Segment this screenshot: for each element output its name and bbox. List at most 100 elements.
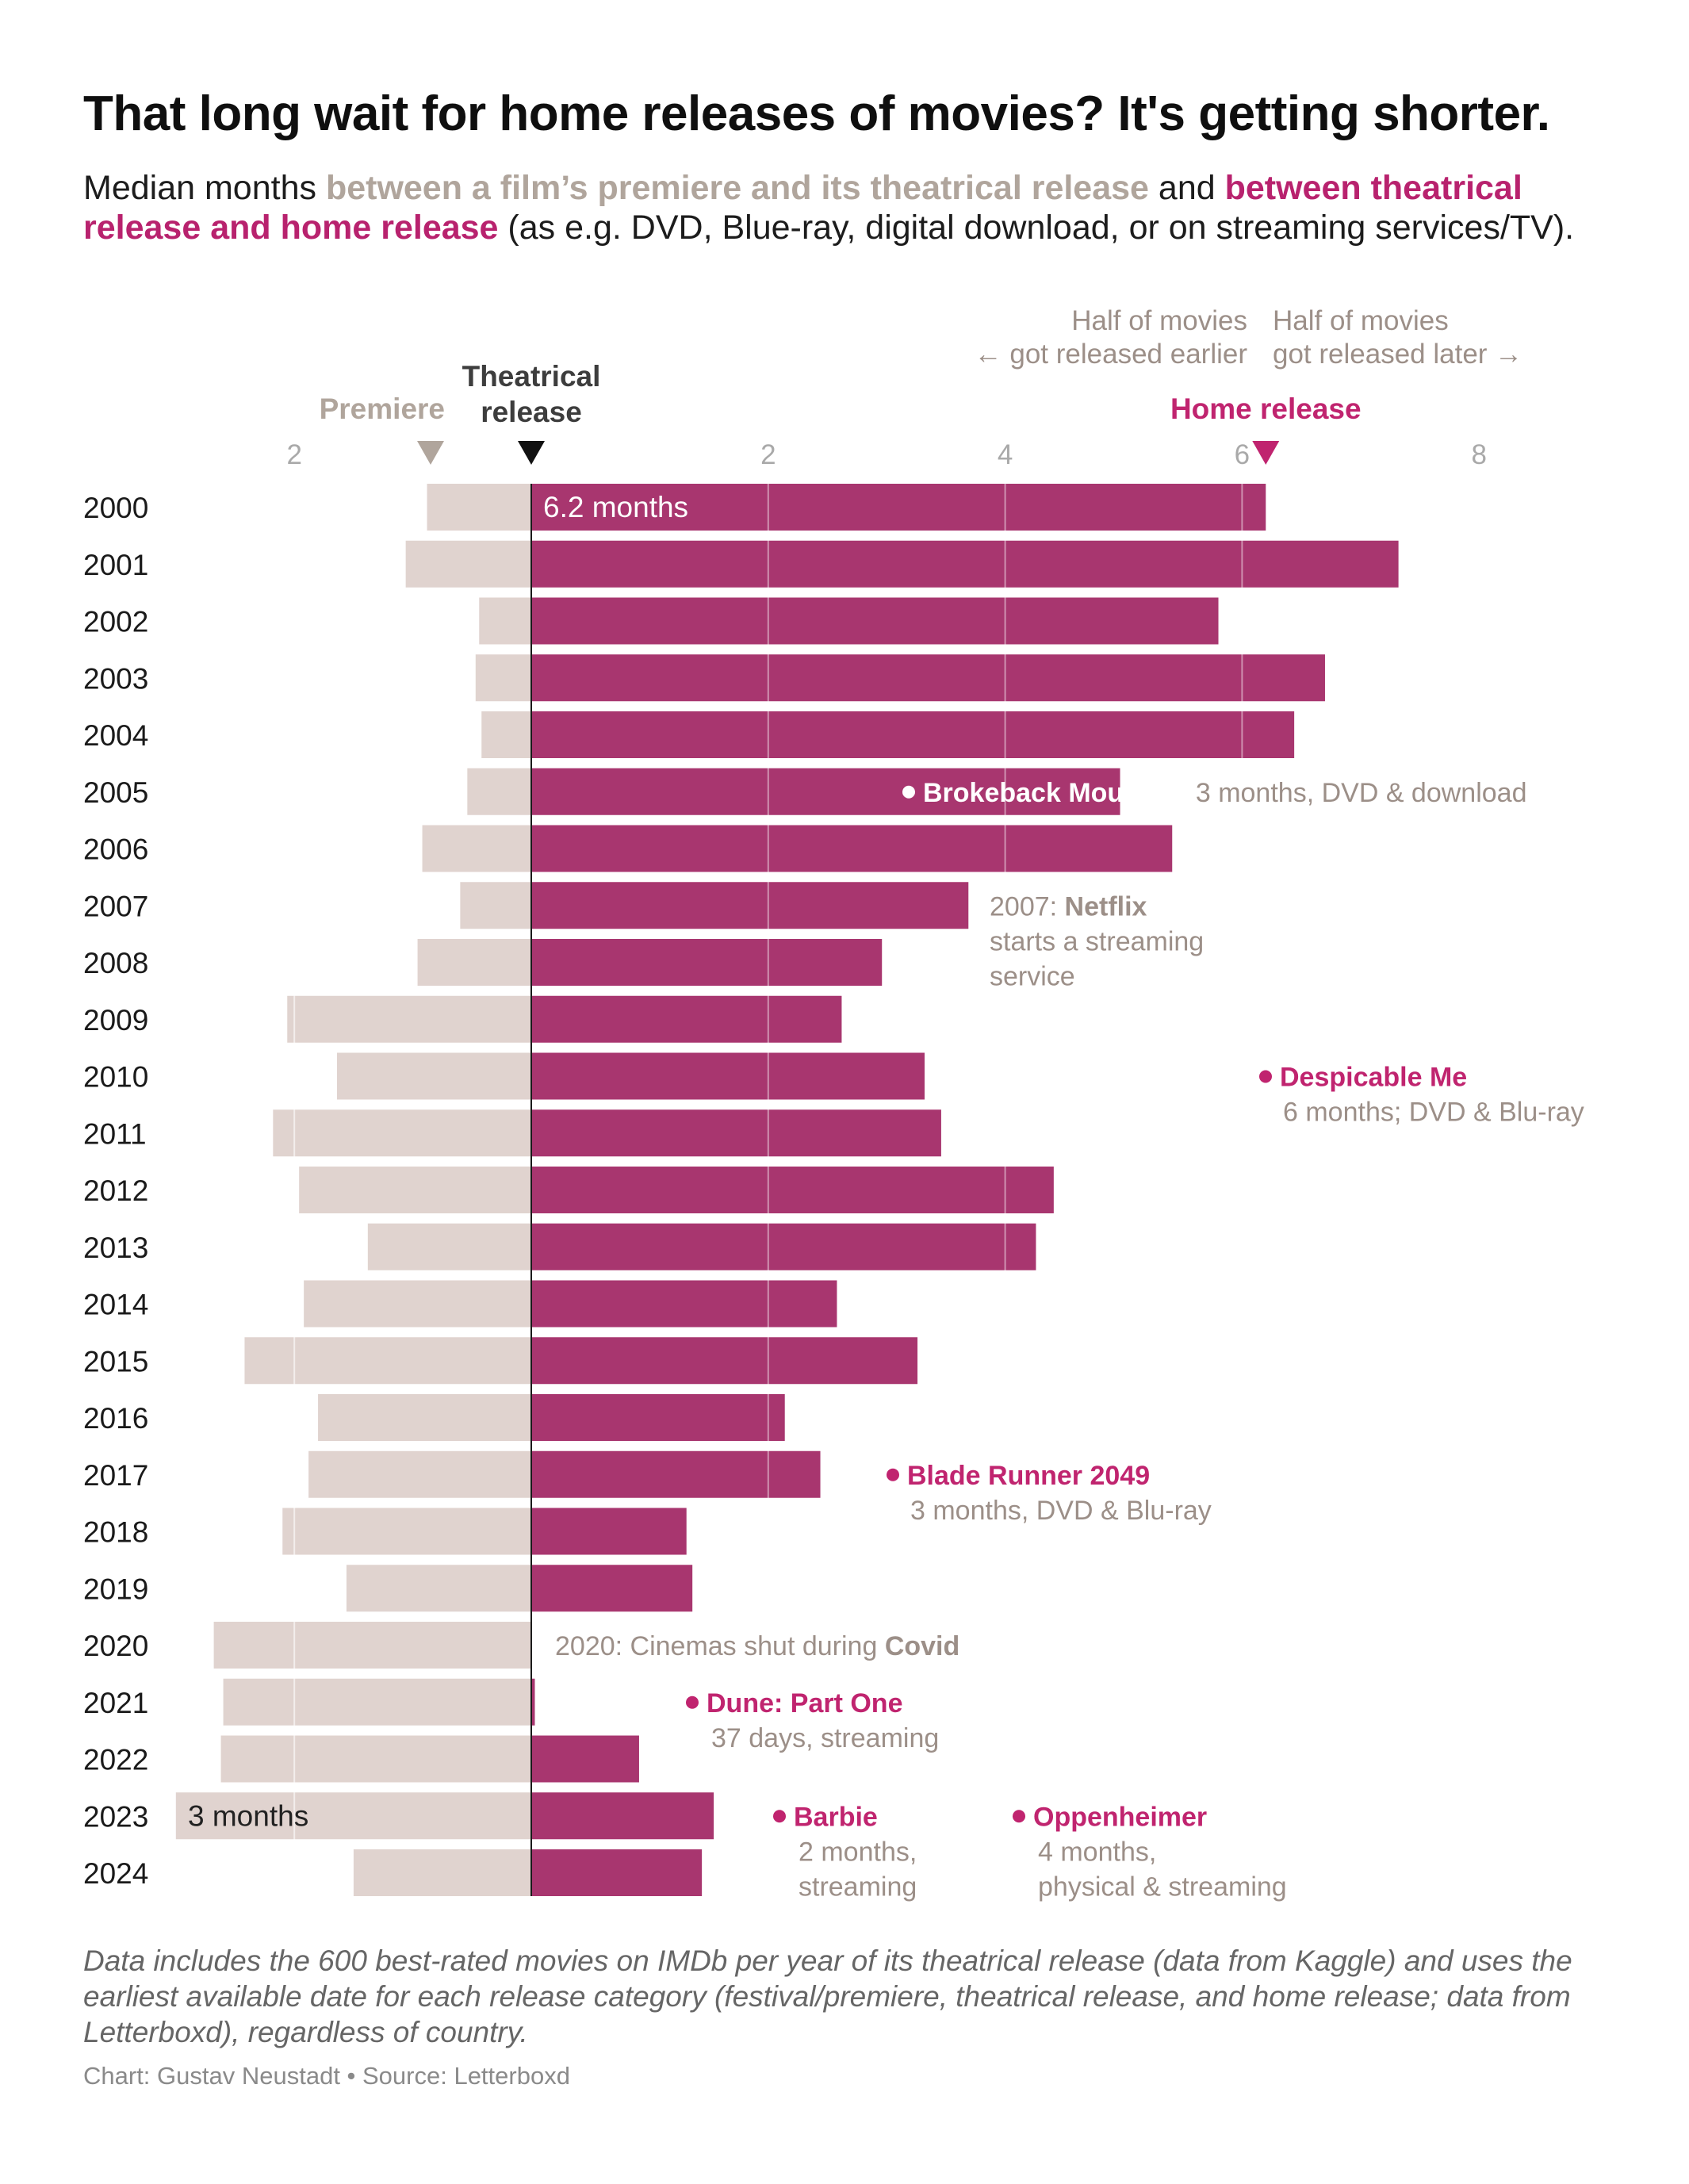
annotation-barbie-detail-line2: streaming [799, 1872, 917, 1902]
home-bar-2001 [531, 540, 1399, 588]
annotation-bladerunner-detail: 3 months, DVD & Blu-ray [910, 1496, 1212, 1526]
annotation-bullet-dune [686, 1695, 699, 1709]
home-bar-2023 [531, 1792, 714, 1840]
home-bar-2007 [531, 882, 969, 929]
annotation-bullet-brokeback [902, 785, 915, 799]
home-bar-2009 [531, 995, 842, 1043]
premiere-bar-2014 [304, 1280, 531, 1328]
premiere-bar-2008 [417, 939, 531, 986]
home-marker-triangle [1252, 441, 1280, 465]
year-label-2007: 2007 [83, 890, 148, 922]
home-bar-2012 [531, 1167, 1054, 1213]
annotation-brokeback: Brokeback Mountain 3 months, DVD & downl… [923, 778, 1527, 808]
year-label-2008: 2008 [83, 947, 148, 979]
home-bar-2013 [531, 1223, 1036, 1270]
premiere-bar-2017 [308, 1450, 531, 1498]
premiere-bar-2010 [336, 1052, 531, 1100]
year-label-2019: 2019 [83, 1573, 148, 1605]
subtitle-premiere-phrase: between a film’s premiere and its theatr… [325, 169, 1149, 207]
premiere-bar-2013 [367, 1223, 531, 1270]
premiere-bar-2012 [299, 1167, 531, 1213]
home-bar-2022 [531, 1735, 639, 1783]
annotation-bladerunner-title: Blade Runner 2049 [907, 1461, 1150, 1491]
chart-subtitle: Median months between a film’s premiere … [83, 168, 1637, 247]
annotation-covid-text: 2020: Cinemas shut during [555, 1631, 885, 1661]
year-label-2005: 2005 [83, 776, 148, 809]
year-label-2010: 2010 [83, 1061, 148, 1094]
subtitle-home-phrase: between theatrical release and home rele… [83, 169, 1522, 247]
annotation-netflix-line1: 2007: Netflix [990, 891, 1147, 921]
home-bar-2021 [531, 1678, 535, 1726]
home-bar-2003 [531, 654, 1325, 702]
premiere-bar-2019 [346, 1565, 531, 1612]
year-label-2002: 2002 [83, 606, 148, 638]
premiere-bar-2005 [467, 768, 531, 815]
premiere-bar-2022 [220, 1735, 531, 1783]
home-bar-2016 [531, 1394, 785, 1441]
half-label-left-line2: ← got released earlier [975, 339, 1248, 370]
year-label-2024: 2024 [83, 1857, 148, 1890]
half-label-right-line2: got released later → [1273, 339, 1522, 370]
home-bar-2010 [531, 1052, 925, 1100]
year-label-2015: 2015 [83, 1345, 148, 1377]
tick-label-2: 2 [760, 439, 776, 470]
annotation-bullet-barbie [773, 1810, 786, 1823]
annotation-despicable-title: Despicable Me [1280, 1063, 1467, 1093]
data-label-2023-premiere: 3 months [188, 1799, 308, 1832]
premiere-bar-2007 [460, 882, 531, 929]
premiere-bar-2009 [287, 995, 531, 1043]
year-label-2001: 2001 [83, 549, 148, 581]
home-bar-2014 [531, 1280, 837, 1328]
theatrical-marker-label-line1: Theatrical [462, 360, 601, 393]
premiere-bar-2003 [475, 654, 531, 702]
year-label-2016: 2016 [83, 1402, 148, 1435]
home-bar-2000 [531, 484, 1266, 531]
annotation-bullet-bladerunner [887, 1468, 899, 1481]
premiere-bar-2020 [213, 1622, 531, 1669]
annotation-bullet-oppenheimer [1013, 1810, 1025, 1823]
year-label-2012: 2012 [83, 1174, 148, 1207]
half-label-left-line1: Half of movies [1071, 305, 1247, 336]
year-label-2004: 2004 [83, 719, 148, 752]
home-bar-2002 [531, 597, 1219, 645]
premiere-bar-2015 [244, 1337, 531, 1385]
year-label-2023: 2023 [83, 1800, 148, 1833]
home-bar-2004 [531, 711, 1295, 758]
premiere-bar-2021 [223, 1678, 531, 1726]
annotation-dune-title: Dune: Part One [707, 1688, 902, 1718]
tick-label-left-2: 2 [286, 439, 301, 470]
premiere-bar-2023 [175, 1792, 532, 1840]
data-label-2000-home: 6.2 months [543, 491, 688, 523]
year-label-2022: 2022 [83, 1744, 148, 1776]
year-label-2009: 2009 [83, 1004, 148, 1036]
home-bar-2011 [531, 1109, 941, 1157]
year-label-2006: 2006 [83, 833, 148, 866]
footnote: Data includes the 600 best-rated movies … [83, 1945, 1572, 2048]
premiere-bar-2018 [282, 1508, 531, 1555]
home-bar-2005 [531, 768, 1120, 815]
tick-label-8: 8 [1471, 439, 1486, 470]
annotation-despicable-detail: 6 months; DVD & Blu-ray [1283, 1098, 1584, 1128]
subtitle-text-3: (as e.g. DVD, Blue-ray, digital download… [498, 209, 1575, 247]
premiere-bar-2002 [479, 597, 531, 645]
premiere-bar-2004 [481, 711, 531, 758]
premiere-bar-2000 [427, 484, 531, 531]
home-marker-label: Home release [1170, 393, 1362, 425]
year-label-2013: 2013 [83, 1232, 148, 1264]
theatrical-marker-label-line2: release [481, 396, 582, 428]
tick-label-6: 6 [1235, 439, 1250, 470]
year-label-2003: 2003 [83, 662, 148, 695]
annotation-netflix-line3: service [990, 961, 1075, 991]
subtitle-text-2: and [1148, 169, 1225, 207]
chart-area: 2000 2001 2002 2003 2004 2005 2006 2007 2008 2009… [83, 305, 1584, 1902]
half-label-right-line1: Half of movies [1273, 305, 1449, 336]
annotation-netflix-name: Netflix [1065, 891, 1147, 921]
annotation-dune-detail: 37 days, streaming [711, 1723, 939, 1753]
annotation-brokeback-detail: 3 months, DVD & download [1188, 778, 1526, 808]
year-label-2014: 2014 [83, 1289, 148, 1321]
year-label-2021: 2021 [83, 1687, 148, 1719]
home-bar-2006 [531, 825, 1173, 872]
premiere-bar-2006 [422, 825, 531, 872]
premiere-bar-2001 [405, 540, 531, 588]
home-bar-2019 [531, 1565, 693, 1612]
